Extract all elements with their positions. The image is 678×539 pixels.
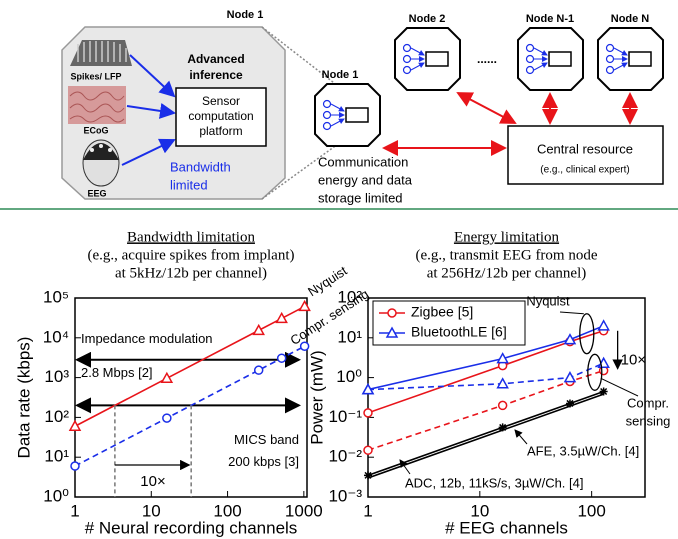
node (315, 84, 380, 146)
node-label: Node N-1 (526, 13, 574, 25)
x-axis-label: # EEG channels (445, 518, 568, 537)
data-point (300, 301, 310, 310)
y-tick-label: 10⁻² (328, 447, 362, 466)
chart-subtitle: (e.g., acquire spikes from implant) (87, 247, 294, 263)
central-label: Central resource (537, 141, 633, 156)
source-label: EEG (87, 188, 106, 198)
annotation-leader (515, 430, 527, 444)
data-point (364, 471, 372, 479)
y-tick-label: 10⁵ (43, 287, 69, 306)
series-label: AFE, 3.5µW/Ch. [4] (527, 443, 639, 458)
chart-subtitle: at 256Hz/12b per channel) (427, 265, 587, 281)
y-tick-label: 10² (337, 287, 362, 306)
data-point (255, 366, 263, 374)
data-point (277, 313, 287, 322)
y-tick-label: 10⁴ (43, 327, 69, 346)
chart-title: Energy limitation (454, 229, 560, 245)
figure: Node 1 Spikes/ LFP ECoG EEG Advanced inf… (0, 0, 678, 539)
node-label: Node N (611, 13, 650, 25)
y-tick-label: 10³ (44, 367, 69, 386)
annotation: 10× (621, 352, 646, 369)
y-tick-label: 10⁻³ (328, 486, 362, 505)
y-tick-label: 10⁰ (43, 486, 69, 505)
annotation: sensing (626, 413, 671, 428)
y-axis-label: Power (mW) (307, 350, 326, 444)
platform-label: computation (188, 109, 253, 123)
plot-area: Impedance modulation 2.8 Mbps [2] MICS ban… (70, 301, 310, 470)
source-label: Spikes/ LFP (70, 71, 121, 81)
x-tick-label: 100 (577, 501, 605, 520)
ecog-icon (68, 86, 126, 124)
source-label: ECoG (83, 125, 108, 135)
inference-label: inference (189, 68, 243, 82)
communication-label: energy and data (318, 172, 413, 187)
platform-label: Sensor (202, 94, 240, 108)
data-point (70, 421, 80, 430)
annotation: Compr. (627, 395, 669, 410)
data-point (565, 373, 575, 382)
x-tick-label: 1 (363, 501, 372, 520)
data-point (162, 373, 172, 382)
reference-label: MICS band (234, 432, 299, 447)
annotation: 10× (140, 473, 165, 490)
annotation-ellipse (580, 314, 594, 354)
communication-label: Communication (318, 154, 408, 169)
node (518, 28, 583, 90)
data-point (71, 462, 79, 470)
data-point (254, 325, 264, 334)
inference-label: Advanced (187, 52, 244, 66)
series-label: ADC, 12b, 11kS/s, 3µW/Ch. [4] (405, 475, 583, 490)
data-point (364, 446, 372, 454)
bandwidth-label: limited (170, 177, 208, 192)
reference-label: 200 kbps [3] (228, 454, 299, 469)
data-point (163, 414, 171, 422)
legend-marker (388, 309, 396, 317)
y-tick-label: 10¹ (337, 327, 362, 346)
y-tick-label: 10² (44, 407, 69, 426)
chart-subtitle: at 5kHz/12b per channel) (115, 265, 267, 281)
reference-label: 2.8 Mbps [2] (81, 365, 153, 380)
platform-label: platform (199, 124, 242, 138)
node (395, 28, 460, 90)
legend-label: Zigbee [5] (411, 304, 473, 320)
node-label: Node 1 (322, 69, 359, 81)
legend-label: BluetoothLE [6] (411, 324, 507, 340)
x-tick-label: 1 (70, 501, 79, 520)
y-tick-label: 10¹ (44, 447, 69, 466)
annotation-leader (560, 312, 584, 314)
annotation: Nyquist (526, 293, 570, 308)
communication-label: storage limited (318, 190, 403, 205)
chart-subtitle: (e.g., transmit EEG from node (415, 247, 597, 263)
panel-title: Node 1 (227, 9, 264, 21)
ellipsis: ...... (477, 52, 497, 66)
node-label: Node 2 (409, 13, 446, 25)
reference-label: Impedance modulation (81, 331, 213, 346)
link-arrow (458, 93, 515, 123)
chart-title: Bandwidth limitation (127, 229, 255, 245)
data-point (499, 401, 507, 409)
y-tick-label: 10⁰ (336, 367, 362, 386)
y-axis-label: Data rate (kbps) (14, 337, 33, 459)
data-point (278, 354, 286, 362)
data-point (599, 321, 609, 330)
data-point (364, 409, 372, 417)
y-tick-label: 10⁻¹ (328, 407, 362, 426)
eeg-icon (83, 140, 119, 186)
bandwidth-label: Bandwidth (170, 159, 231, 174)
x-axis-label: # Neural recording channels (85, 518, 298, 537)
central-note: (e.g., clinical expert) (540, 165, 629, 176)
node (598, 28, 663, 90)
